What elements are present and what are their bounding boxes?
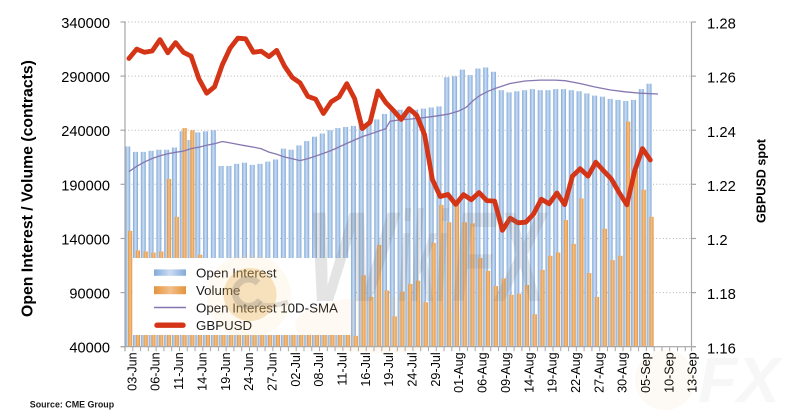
- svg-text:FX: FX: [698, 344, 783, 416]
- svg-text:10-Sep: 10-Sep: [662, 352, 676, 393]
- svg-text:1.2: 1.2: [707, 233, 728, 249]
- svg-text:29-Jul: 29-Jul: [429, 352, 443, 386]
- svg-text:11-Jul: 11-Jul: [336, 352, 350, 385]
- svg-text:19-Jun: 19-Jun: [219, 352, 233, 391]
- svg-text:16-Jul: 16-Jul: [359, 352, 373, 386]
- svg-text:27-Jun: 27-Jun: [266, 352, 280, 391]
- svg-text:iki: iki: [398, 186, 449, 329]
- svg-text:Volume: Volume: [196, 283, 240, 298]
- svg-text:06-Jun: 06-Jun: [149, 352, 163, 391]
- svg-text:02-Jul: 02-Jul: [289, 352, 303, 386]
- svg-text:W: W: [306, 186, 401, 329]
- svg-text:1.22: 1.22: [707, 179, 736, 195]
- svg-text:340000: 340000: [61, 16, 110, 32]
- svg-text:190000: 190000: [61, 178, 110, 194]
- svg-text:27-Aug: 27-Aug: [592, 352, 606, 393]
- svg-text:1.24: 1.24: [707, 125, 736, 141]
- svg-text:Open Interest: Open Interest: [196, 265, 277, 280]
- svg-text:40000: 40000: [69, 341, 110, 357]
- svg-text:30-Aug: 30-Aug: [616, 352, 630, 393]
- svg-text:1.26: 1.26: [707, 71, 736, 87]
- svg-text:1.16: 1.16: [707, 341, 736, 357]
- svg-text:240000: 240000: [61, 124, 110, 140]
- svg-text:140000: 140000: [61, 233, 110, 249]
- svg-text:19-Aug: 19-Aug: [546, 352, 560, 393]
- svg-text:Source: CME Group: Source: CME Group: [30, 400, 115, 410]
- svg-text:14-Aug: 14-Aug: [522, 352, 536, 393]
- svg-text:GBPUSD spot: GBPUSD spot: [755, 138, 769, 223]
- svg-text:13-Sep: 13-Sep: [686, 352, 700, 393]
- svg-text:06-Aug: 06-Aug: [476, 352, 490, 393]
- svg-text:1.28: 1.28: [707, 17, 736, 33]
- svg-text:24-Jun: 24-Jun: [242, 352, 256, 391]
- svg-text:290000: 290000: [61, 70, 110, 86]
- svg-text:22-Aug: 22-Aug: [569, 352, 583, 393]
- svg-text:11-Jun: 11-Jun: [172, 352, 186, 390]
- svg-text:08-Jul: 08-Jul: [312, 352, 326, 386]
- svg-text:GBPUSD: GBPUSD: [196, 318, 252, 333]
- svg-text:14-Jun: 14-Jun: [195, 352, 209, 391]
- svg-text:24-Jul: 24-Jul: [406, 352, 420, 386]
- svg-text:FX: FX: [452, 186, 549, 329]
- svg-text:01-Aug: 01-Aug: [452, 352, 466, 393]
- svg-text:90000: 90000: [69, 287, 110, 303]
- svg-text:Open Interest 10D-SMA: Open Interest 10D-SMA: [196, 300, 338, 315]
- svg-text:Open Interest / Volume (contra: Open Interest / Volume (contracts): [19, 60, 36, 317]
- svg-text:19-Jul: 19-Jul: [382, 352, 396, 386]
- svg-text:09-Aug: 09-Aug: [499, 352, 513, 393]
- svg-text:05-Sep: 05-Sep: [639, 352, 653, 393]
- svg-text:1.18: 1.18: [707, 287, 736, 303]
- svg-text:03-Jun: 03-Jun: [125, 352, 139, 391]
